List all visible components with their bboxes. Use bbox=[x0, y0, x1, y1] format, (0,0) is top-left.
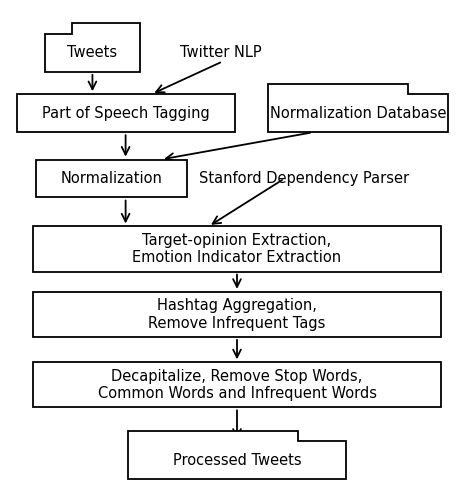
Text: Tweets: Tweets bbox=[67, 45, 118, 60]
Text: Part of Speech Tagging: Part of Speech Tagging bbox=[42, 106, 210, 121]
Text: Hashtag Aggregation,
Remove Infrequent Tags: Hashtag Aggregation, Remove Infrequent T… bbox=[148, 298, 326, 330]
Bar bbox=[17, 95, 235, 132]
Polygon shape bbox=[45, 24, 140, 71]
Text: Processed Tweets: Processed Tweets bbox=[173, 453, 301, 468]
Bar bbox=[36, 160, 187, 197]
Text: Twitter NLP: Twitter NLP bbox=[180, 45, 262, 60]
Polygon shape bbox=[268, 84, 448, 132]
Text: Decapitalize, Remove Stop Words,
Common Words and Infrequent Words: Decapitalize, Remove Stop Words, Common … bbox=[98, 369, 376, 401]
Text: Normalization Database: Normalization Database bbox=[270, 106, 446, 121]
Text: Stanford Dependency Parser: Stanford Dependency Parser bbox=[199, 171, 409, 186]
Bar bbox=[33, 292, 441, 337]
Bar bbox=[33, 226, 441, 272]
Text: Target-opinion Extraction,
Emotion Indicator Extraction: Target-opinion Extraction, Emotion Indic… bbox=[132, 233, 342, 265]
Polygon shape bbox=[128, 431, 346, 479]
Bar bbox=[33, 362, 441, 407]
Text: Normalization: Normalization bbox=[61, 171, 162, 186]
